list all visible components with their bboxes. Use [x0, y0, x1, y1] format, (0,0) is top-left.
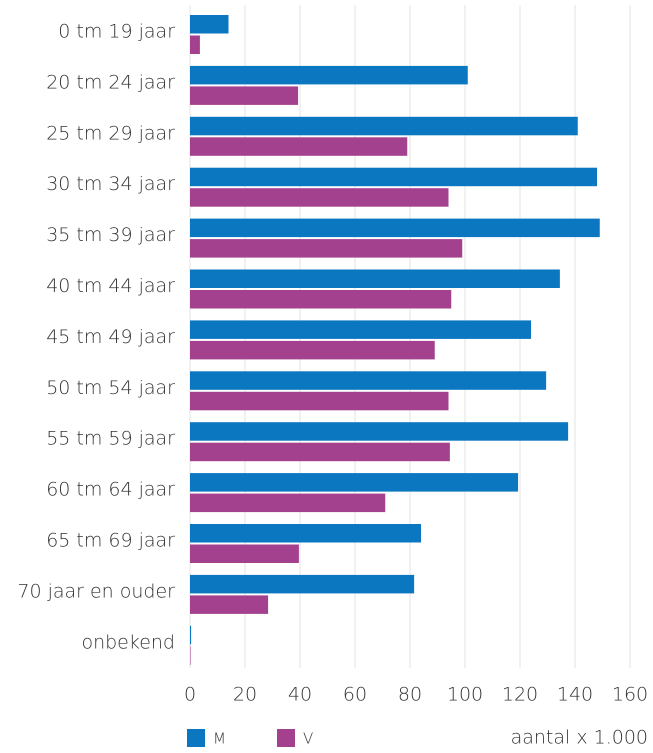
y-tick-label: 30 tm 34 jaar	[46, 173, 175, 195]
bar	[190, 86, 299, 105]
bar	[190, 269, 560, 288]
y-tick-label: 55 tm 59 jaar	[46, 428, 175, 450]
bar	[190, 422, 569, 441]
bar	[190, 167, 597, 187]
y-tick-label: 20 tm 24 jaar	[46, 71, 175, 93]
x-tick-label: 160	[612, 684, 648, 706]
bar	[190, 320, 531, 339]
bar	[190, 646, 191, 665]
x-tick-label: 60	[343, 684, 367, 706]
bar	[190, 524, 421, 543]
bar	[190, 218, 600, 238]
y-tick-label: 50 tm 54 jaar	[46, 377, 175, 399]
y-tick-label: 45 tm 49 jaar	[46, 326, 175, 348]
bar	[190, 544, 299, 563]
legend-swatch	[187, 729, 205, 747]
bar	[190, 473, 519, 492]
bar	[190, 65, 468, 85]
bar	[190, 15, 229, 34]
x-tick-label: 80	[398, 684, 422, 706]
bar	[190, 239, 463, 258]
bar	[190, 595, 269, 614]
bar	[190, 442, 450, 462]
legend-label: M	[213, 730, 226, 748]
bar	[190, 371, 547, 390]
y-tick-label: 70 jaar en ouder	[17, 580, 175, 602]
legend-swatch	[277, 729, 295, 747]
bar	[190, 188, 449, 207]
bar	[190, 35, 200, 54]
x-tick-label: 20	[233, 684, 257, 706]
x-tick-label: 0	[184, 684, 196, 706]
bar	[190, 574, 415, 594]
bar	[190, 391, 449, 411]
y-tick-label: 60 tm 64 jaar	[46, 479, 175, 501]
x-axis-label: aantal x 1.000	[511, 727, 648, 749]
x-tick-label: 100	[447, 684, 483, 706]
y-tick-label: onbekend	[81, 631, 175, 653]
bar	[190, 340, 435, 360]
y-tick-label: 0 tm 19 jaar	[58, 21, 175, 43]
y-tick-label: 35 tm 39 jaar	[46, 224, 175, 246]
x-tick-label: 120	[502, 684, 538, 706]
y-tick-label: 25 tm 29 jaar	[46, 122, 175, 144]
y-tick-label: 65 tm 69 jaar	[46, 530, 175, 552]
bar	[190, 137, 408, 156]
bar	[190, 116, 578, 136]
bar	[190, 290, 452, 309]
x-tick-label: 140	[557, 684, 593, 706]
x-tick-label: 40	[288, 684, 312, 706]
bar	[190, 493, 386, 513]
y-tick-label: 40 tm 44 jaar	[46, 275, 175, 297]
legend-label: V	[303, 730, 313, 748]
bar	[190, 625, 192, 645]
